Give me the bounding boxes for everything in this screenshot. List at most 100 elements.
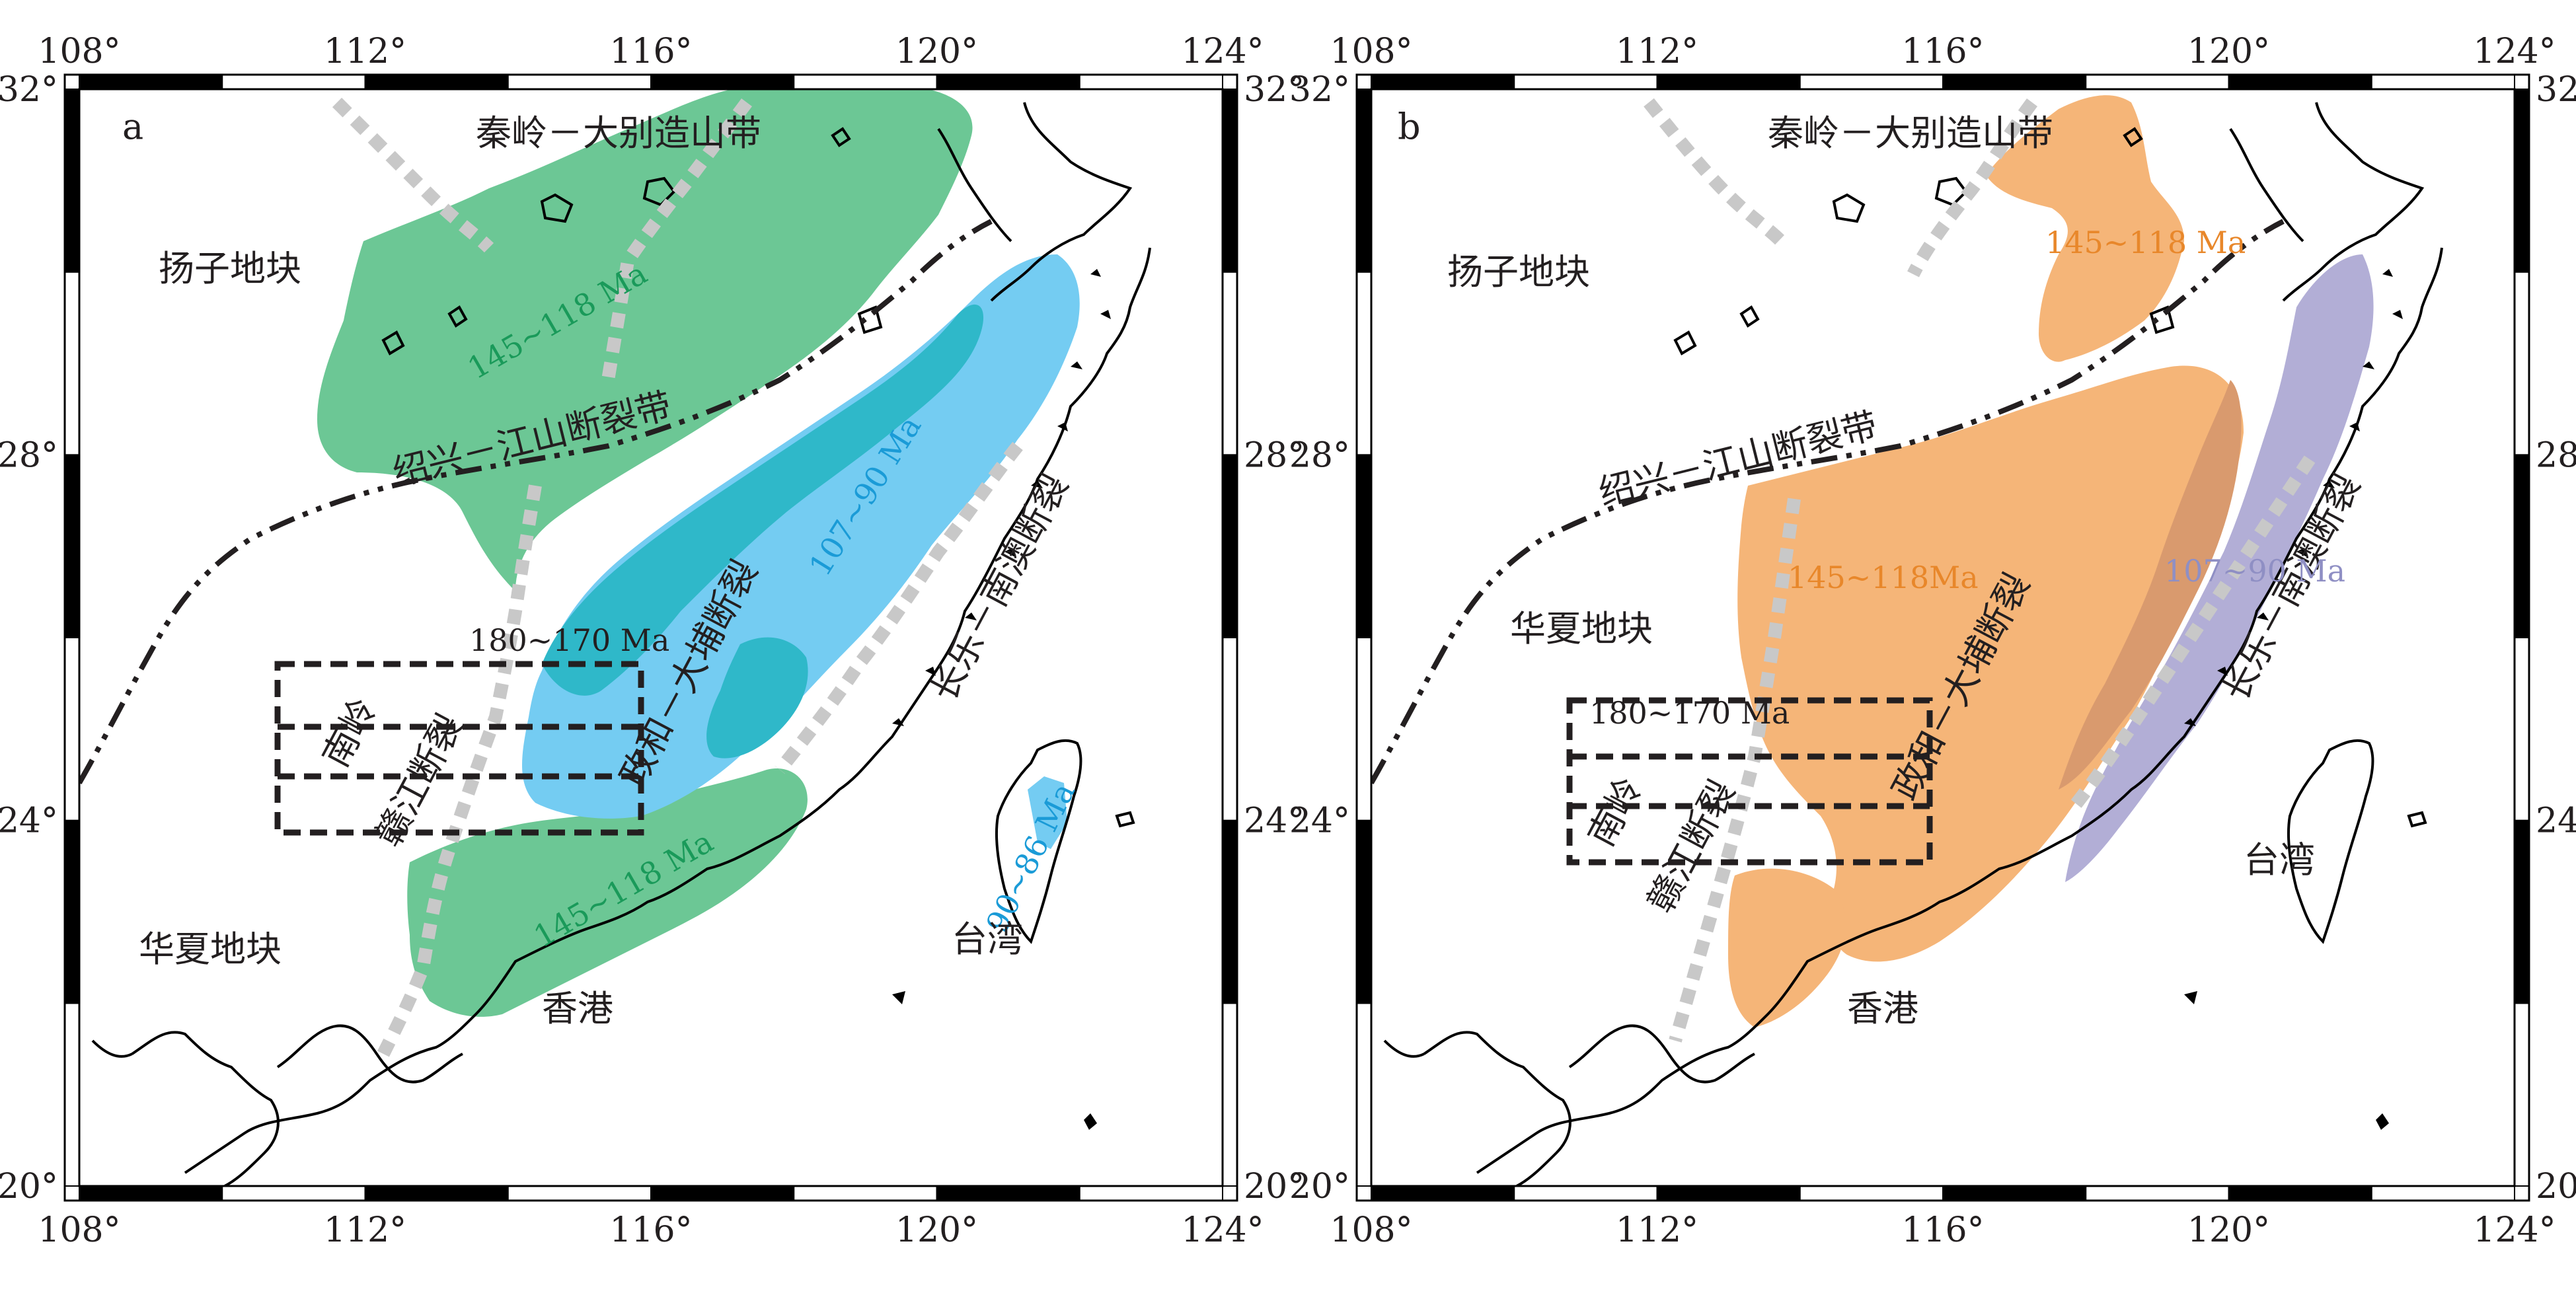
lat-tick-label-right: 24° bbox=[1244, 801, 1305, 841]
frame-segment bbox=[1656, 1185, 1801, 1201]
lat-tick-label-left: 24° bbox=[0, 801, 58, 841]
frame-segment bbox=[1222, 89, 1238, 273]
lon-tick-label-bottom: 124° bbox=[2473, 1210, 2556, 1250]
frame-segment bbox=[1356, 819, 1372, 1004]
frame-segment bbox=[64, 819, 80, 1004]
frame-segment bbox=[2514, 1002, 2530, 1187]
lon-tick-label-top: 120° bbox=[895, 32, 978, 71]
frame-segment bbox=[364, 74, 509, 90]
fault-gray-coast bbox=[2066, 455, 2316, 814]
frame-segment bbox=[1079, 1185, 1223, 1201]
lat-tick-label-left: 20° bbox=[0, 1167, 58, 1206]
region-cyan-overlap bbox=[542, 304, 984, 696]
box-nanling-outer bbox=[1566, 697, 1933, 866]
lon-tick-label-top: 108° bbox=[1330, 32, 1412, 71]
label-age-180-170: 180~170 Ma bbox=[1589, 695, 1790, 731]
frame-segment bbox=[2370, 74, 2515, 90]
region-purple-107-90 bbox=[2065, 254, 2374, 882]
frame-segment bbox=[1799, 1185, 1944, 1201]
frame-segment bbox=[2228, 74, 2372, 90]
frame-segment bbox=[1079, 74, 1223, 90]
region-orange-145-118-south bbox=[1728, 868, 1846, 1027]
label-qinling-dabie: 秦岭－大别造山带 bbox=[476, 112, 761, 154]
lon-tick-label-bottom: 108° bbox=[38, 1210, 120, 1250]
region-green-145-118-north bbox=[317, 83, 973, 591]
frame-segment bbox=[221, 1185, 366, 1201]
frame-segment bbox=[1222, 637, 1238, 821]
frame-segment bbox=[2085, 74, 2230, 90]
frame-segment bbox=[2370, 1185, 2515, 1201]
region-brown-overlap bbox=[2059, 380, 2242, 790]
fault-gray-east bbox=[601, 98, 752, 381]
label-nanling: 南岭 bbox=[1580, 770, 1650, 853]
panel-letter: a bbox=[122, 106, 143, 147]
frame-segment bbox=[936, 1185, 1080, 1201]
frame-segment bbox=[1356, 89, 1372, 273]
lat-tick-label-right: 32° bbox=[1244, 70, 1305, 110]
label-yangtze-block: 扬子地块 bbox=[159, 248, 301, 289]
fault-gray-west bbox=[1644, 98, 1786, 246]
frame-segment bbox=[364, 1185, 509, 1201]
frame-segment bbox=[650, 74, 795, 90]
frame-segment bbox=[2228, 1185, 2372, 1201]
label-taiwan: 台湾 bbox=[2244, 839, 2315, 881]
frame-segment bbox=[2514, 637, 2530, 821]
frame-segment bbox=[1656, 74, 1801, 90]
label-qinling-dabie: 秦岭－大别造山带 bbox=[1768, 112, 2053, 154]
fault-gray-coast bbox=[775, 441, 1023, 774]
map-frame: 108° 108° 112° 112° 116° 116° 120° 120° 124° 124°… bbox=[0, 32, 1305, 1250]
box-nanling-outer bbox=[274, 661, 644, 836]
panel-b: b 秦岭－大别造山带 扬子地块 华夏地块 绍兴－江山断裂带 政和－大埔断裂 长乐… bbox=[1289, 32, 2576, 1250]
lon-tick-label-bottom: 116° bbox=[609, 1210, 692, 1250]
fault-shaoxing-jiangshan bbox=[77, 219, 993, 784]
frame-segment bbox=[650, 1185, 795, 1201]
lon-tick-label-top: 124° bbox=[2473, 32, 2556, 71]
lon-tick-label-top: 108° bbox=[38, 32, 120, 71]
frame-segment bbox=[64, 271, 80, 456]
label-yangtze-block: 扬子地块 bbox=[1447, 251, 1590, 293]
label-age-145-118-north: 145~118 Ma bbox=[2045, 225, 2246, 260]
lon-tick-label-top: 116° bbox=[609, 32, 692, 71]
frame-segment bbox=[1942, 1185, 2087, 1201]
lon-tick-label-bottom: 112° bbox=[1616, 1210, 1698, 1250]
frame-segment bbox=[1356, 454, 1372, 638]
fault-shaoxing-jiangshan bbox=[1369, 219, 2285, 784]
lat-tick-label-right: 28° bbox=[1244, 435, 1305, 475]
label-age-145-118-central: 145~118Ma bbox=[1788, 560, 1979, 595]
lat-tick-label-right: 28° bbox=[2536, 435, 2576, 475]
lon-tick-label-top: 116° bbox=[1901, 32, 1984, 71]
lon-tick-label-bottom: 116° bbox=[1901, 1210, 1984, 1250]
map-border bbox=[1370, 88, 2516, 1187]
fault-gray-nanling bbox=[1669, 498, 1801, 1043]
frame-segment bbox=[1513, 74, 1658, 90]
label-hongkong: 香港 bbox=[542, 988, 613, 1029]
region-blue-taiwan bbox=[1028, 776, 1067, 849]
lon-tick-label-bottom: 120° bbox=[895, 1210, 978, 1250]
lat-tick-label-left: 28° bbox=[1289, 435, 1350, 475]
frame-segment bbox=[64, 454, 80, 638]
frame-segment bbox=[507, 1185, 652, 1201]
lat-tick-label-right: 24° bbox=[2536, 801, 2576, 841]
frame-segment bbox=[2085, 1185, 2230, 1201]
frame-segment bbox=[1513, 1185, 1658, 1201]
lat-tick-label-left: 32° bbox=[1289, 70, 1350, 110]
frame-segment bbox=[936, 74, 1080, 90]
frame-segment bbox=[2514, 819, 2530, 1004]
lat-tick-label-left: 24° bbox=[1289, 801, 1350, 841]
frame-segment bbox=[1371, 1185, 1515, 1201]
lat-tick-label-left: 28° bbox=[0, 435, 58, 475]
frame-segment bbox=[1942, 74, 2087, 90]
label-cathaysia-block: 华夏地块 bbox=[139, 928, 282, 970]
frame-segment bbox=[1799, 74, 1944, 90]
frame-segment bbox=[79, 74, 223, 90]
frame-segment bbox=[1356, 271, 1372, 456]
region-orange-145-118-central bbox=[1737, 365, 2244, 962]
frame-segment bbox=[1222, 819, 1238, 1004]
region-orange-145-118-north bbox=[1986, 95, 2184, 362]
frame-segment bbox=[64, 1002, 80, 1187]
frame-segment bbox=[2514, 271, 2530, 456]
frame-segment bbox=[1222, 454, 1238, 638]
region-blue-107-90 bbox=[522, 254, 1080, 819]
frame-segment bbox=[2514, 454, 2530, 638]
